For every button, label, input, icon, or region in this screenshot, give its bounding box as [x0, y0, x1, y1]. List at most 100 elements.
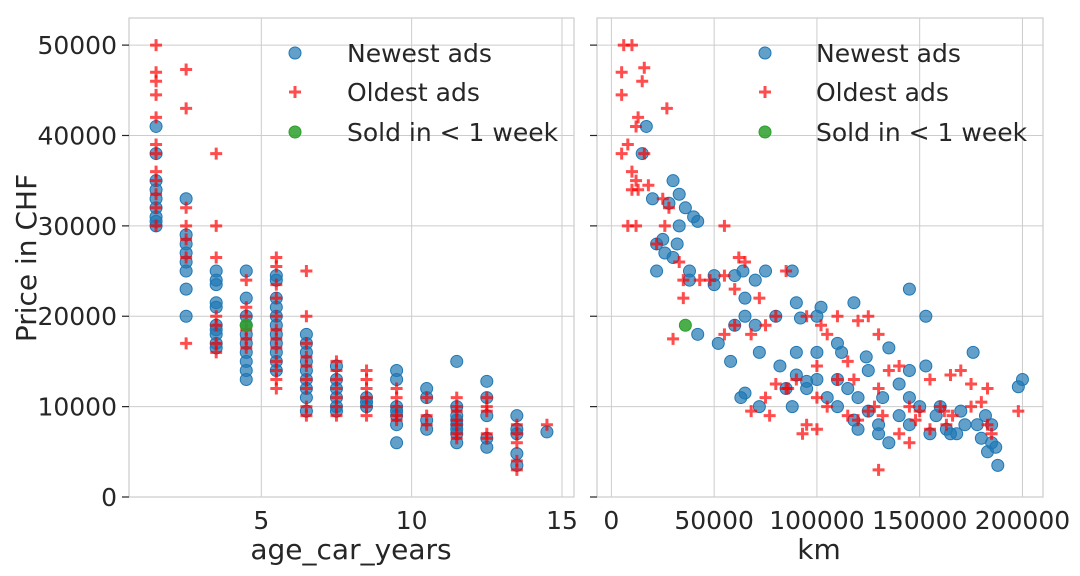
- oldest-ad-point: [847, 373, 860, 386]
- axis-ticks: 0 10000 20000 30000 40000 50000 5 10 15: [37, 31, 577, 535]
- newest-ad-point: [919, 309, 933, 323]
- oldest-ad-point: [810, 359, 823, 372]
- newest-ad-point: [773, 359, 787, 373]
- oldest-ad-point: [738, 256, 751, 269]
- legend-marker-sold: [288, 125, 302, 139]
- newest-ad-point: [724, 354, 738, 368]
- oldest-ad-point: [270, 292, 283, 305]
- oldest-ad-point: [796, 427, 809, 440]
- oldest-ad-point: [300, 310, 313, 323]
- oldest-ad-point: [852, 314, 865, 327]
- oldest-ad-point: [893, 359, 906, 372]
- km-price-plot: 0 50000 100000 150000 200000 km Newest ads O…: [590, 17, 1070, 566]
- oldest-ad-point: [615, 147, 628, 160]
- oldest-ad-point: [732, 251, 745, 264]
- newest-ad-point: [672, 219, 686, 233]
- oldest-ad-point: [718, 328, 731, 341]
- oldest-ad-point: [759, 319, 772, 332]
- oldest-ad-point: [390, 414, 403, 427]
- legend-marker-oldest: [759, 86, 771, 98]
- oldest-ad-point: [872, 463, 885, 476]
- legend-label-newest: Newest ads: [347, 39, 492, 68]
- newest-ad-point: [861, 363, 875, 377]
- oldest-ad-point: [180, 201, 193, 214]
- oldest-ad-point: [240, 274, 253, 287]
- newest-ad-point: [810, 345, 824, 359]
- oldest-ad-point: [150, 188, 163, 201]
- oldest-ad-point: [1012, 405, 1025, 418]
- oldest-ad-point: [876, 409, 889, 422]
- oldest-ad-point: [180, 233, 193, 246]
- newest-ad-point: [691, 327, 705, 341]
- newest-ad-point: [691, 214, 705, 228]
- y-tick-label: 30000: [37, 212, 117, 241]
- newest-ad-point: [645, 192, 659, 206]
- newest-ad-point: [835, 345, 849, 359]
- oldest-ad-point: [667, 332, 680, 345]
- newest-ad-point: [734, 391, 748, 405]
- oldest-ad-point: [946, 409, 959, 422]
- legend-label-oldest: Oldest ads: [347, 78, 480, 107]
- oldest-ad-point: [510, 436, 523, 449]
- newest-ad-point: [736, 264, 750, 278]
- oldest-ad-point: [954, 364, 967, 377]
- newest-ad-point: [851, 391, 865, 405]
- x-tick-label: 0: [603, 506, 619, 535]
- oldest-ad-point: [810, 391, 823, 404]
- oldest-ad-point: [841, 409, 854, 422]
- oldest-ad-point: [180, 337, 193, 350]
- plot-frame: [596, 17, 1044, 498]
- oldest-ad-point: [923, 423, 936, 436]
- oldest-ad-point: [677, 274, 690, 287]
- x-tick-label: 100000: [769, 506, 864, 535]
- oldest-ad-point: [728, 283, 741, 296]
- oldest-ad-point: [923, 373, 936, 386]
- x-tick-label: 200000: [975, 506, 1070, 535]
- newest-ad-point: [179, 282, 193, 296]
- oldest-ad-point: [759, 391, 772, 404]
- oldest-ad-point: [872, 328, 885, 341]
- oldest-ad-point: [150, 174, 163, 187]
- oldest-ad-point: [625, 39, 638, 52]
- oldest-ad-point: [240, 341, 253, 354]
- oldest-ad-point: [965, 400, 978, 413]
- y-axis-title: Price in CHF: [10, 174, 43, 342]
- oldest-ad-point: [625, 183, 638, 196]
- sold-point: [239, 318, 253, 332]
- oldest-ad-point: [693, 274, 706, 287]
- x-axis-title: age_car_years: [250, 533, 451, 566]
- x-tick-label: 5: [253, 506, 269, 535]
- oldest-ad-point: [944, 368, 957, 381]
- oldest-ad-point: [981, 418, 994, 431]
- oldest-ad-point: [913, 405, 926, 418]
- oldest-ad-point: [632, 111, 645, 124]
- oldest-ad-point: [677, 292, 690, 305]
- legend-label-newest: Newest ads: [816, 39, 961, 68]
- newest-ad-point: [179, 309, 193, 323]
- oldest-ad-point: [300, 382, 313, 395]
- oldest-ad-point: [300, 337, 313, 350]
- oldest-ad-point: [780, 265, 793, 278]
- oldest-ad-point: [985, 427, 998, 440]
- oldest-ad-point: [872, 382, 885, 395]
- oldest-ad-point: [150, 111, 163, 124]
- oldest-ad-point: [769, 378, 782, 391]
- oldest-ad-point: [862, 310, 875, 323]
- newest-ad-point: [902, 282, 916, 296]
- newest-ad-point: [954, 404, 968, 418]
- oldest-ad-point: [150, 88, 163, 101]
- newest-ad-point: [239, 373, 253, 387]
- oldest-ad-point: [636, 75, 649, 88]
- oldest-ad-point: [150, 201, 163, 214]
- oldest-ad-point: [210, 147, 223, 160]
- oldest-ad-point: [270, 310, 283, 323]
- newest-ad-point: [989, 440, 1003, 454]
- legend-label-oldest: Oldest ads: [816, 78, 949, 107]
- oldest-ad-point: [510, 463, 523, 476]
- legend-marker-sold: [758, 125, 772, 139]
- oldest-ad-point: [704, 274, 717, 287]
- oldest-ad-point: [650, 237, 663, 250]
- newest-ad-point: [929, 409, 943, 423]
- oldest-ad-point: [903, 436, 916, 449]
